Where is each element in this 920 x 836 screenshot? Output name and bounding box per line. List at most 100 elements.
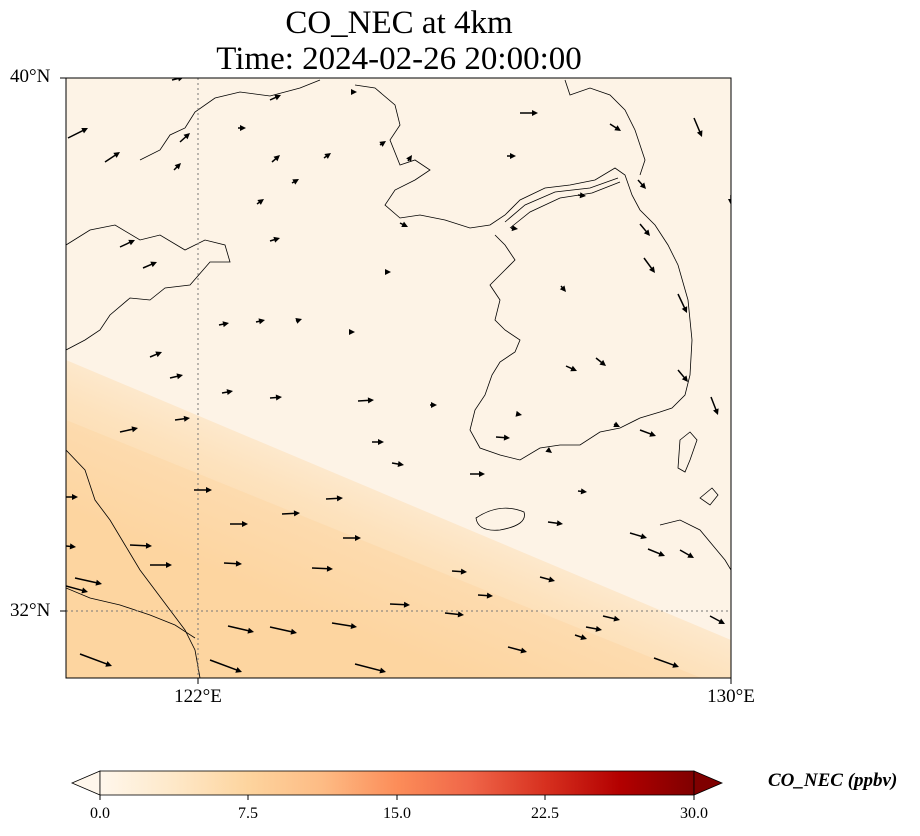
map-title-line2: Time: 2024-02-26 20:00:00 — [216, 41, 582, 77]
wind-vector-head — [174, 163, 181, 170]
wind-vector-head — [385, 269, 391, 275]
wind-vector-head — [226, 389, 233, 396]
wind-vector-head — [515, 410, 522, 417]
wind-vector-head — [235, 667, 242, 673]
wind-vector-head — [379, 141, 386, 147]
wind-vector-head — [290, 628, 297, 635]
wind-vector-head — [242, 521, 248, 527]
wind-vector-head — [81, 128, 88, 134]
colorbar-tick: 22.5 — [531, 805, 559, 822]
wind-vector-head — [113, 152, 120, 158]
wind-vector-head — [687, 552, 694, 558]
wind-vector — [357, 399, 371, 402]
wind-vector-head — [206, 487, 212, 493]
wind-vectors — [66, 78, 731, 674]
wind-vector-head — [545, 447, 552, 453]
wind-vector-head — [718, 618, 725, 624]
wind-vector-head — [511, 225, 518, 232]
wind-vector-head — [639, 182, 646, 189]
wind-vector-head — [145, 542, 152, 549]
wind-vector-head — [681, 375, 688, 382]
wind-vector-head — [257, 199, 264, 205]
wind-vector — [104, 153, 118, 163]
wind-vector-head — [367, 397, 374, 404]
wind-vector — [129, 544, 149, 547]
wind-vector-head — [613, 615, 620, 622]
wind-vector-head — [128, 239, 135, 246]
wind-vector — [354, 663, 383, 672]
wind-vector-head — [580, 488, 587, 495]
wind-vector — [643, 257, 654, 271]
gridlines — [66, 78, 731, 678]
wind-vector — [66, 585, 85, 592]
wind-vector — [677, 293, 686, 310]
colorbar-label: CO_NEC (ppbv) — [768, 770, 898, 791]
wind-vector-head — [336, 495, 343, 502]
wind-vector-head — [401, 221, 408, 227]
wind-vector — [710, 396, 718, 412]
wind-vector — [325, 497, 340, 500]
wind-vector-head — [350, 623, 357, 630]
wind-vector — [709, 615, 722, 623]
wind-vector-head — [295, 318, 302, 324]
wind-vector-head — [520, 647, 527, 654]
lat-label-40n: 40°N — [10, 66, 51, 87]
wind-vector-head — [69, 543, 76, 550]
wind-vector — [79, 653, 109, 666]
wind-vector — [269, 626, 294, 633]
lon-label-130e: 130°E — [707, 686, 755, 707]
wind-vector — [119, 241, 132, 248]
lon-label-122e: 122°E — [174, 686, 222, 707]
wind-vector — [602, 615, 617, 620]
wind-vector-head — [672, 662, 679, 668]
wind-vector-head — [403, 601, 410, 608]
wind-vector-head — [176, 373, 183, 380]
wind-vector-head — [559, 285, 566, 292]
wind-vector-head — [351, 89, 357, 95]
wind-vector-head — [510, 153, 516, 159]
wind-vector — [639, 429, 653, 436]
colorbar-tick: 0.0 — [90, 805, 110, 822]
wind-vector-head — [643, 229, 650, 236]
wind-vector-head — [72, 494, 78, 500]
wind-vector — [119, 428, 135, 433]
wind-vector-head — [275, 394, 282, 401]
wind-vector — [311, 567, 330, 570]
wind-vector-head — [681, 306, 688, 313]
wind-vector-head — [273, 155, 280, 162]
wind-vector — [74, 577, 99, 584]
colorbar-tick: 30.0 — [680, 805, 708, 822]
wind-vector-head — [728, 199, 731, 205]
wind-vector-head — [595, 625, 602, 632]
wind-vector-head — [696, 130, 703, 137]
wind-vector-head — [599, 359, 606, 366]
co-concentration-field — [66, 78, 731, 678]
lat-label-32n: 32°N — [10, 600, 51, 621]
wind-vector-head — [81, 587, 88, 594]
wind-vector-head — [326, 565, 333, 572]
wind-vector-head — [713, 408, 719, 415]
wind-vector — [227, 625, 251, 632]
map-title-line1: CO_NEC at 4km — [285, 5, 513, 41]
wind-vector-head — [222, 321, 229, 328]
wind-vector-head — [292, 179, 299, 185]
wind-vector-head — [235, 560, 242, 567]
wind-vector — [209, 659, 239, 672]
wind-vector-head — [183, 415, 190, 422]
wind-vector-head — [183, 133, 190, 140]
wind-vector — [389, 603, 407, 606]
wind-vector-head — [556, 520, 563, 527]
wind-vector-head — [658, 550, 665, 557]
wind-vector — [444, 612, 461, 616]
wind-vector-head — [486, 592, 493, 599]
wind-vector — [281, 512, 297, 515]
wind-vector-head — [247, 627, 254, 634]
wind-vector-head — [155, 351, 162, 358]
wind-vector-head — [178, 78, 183, 82]
map-frame — [65, 77, 732, 679]
wind-vector-head — [274, 94, 281, 101]
wind-vector-head — [580, 634, 587, 640]
wind-vector-head — [324, 153, 331, 159]
wind-vector — [653, 657, 676, 667]
